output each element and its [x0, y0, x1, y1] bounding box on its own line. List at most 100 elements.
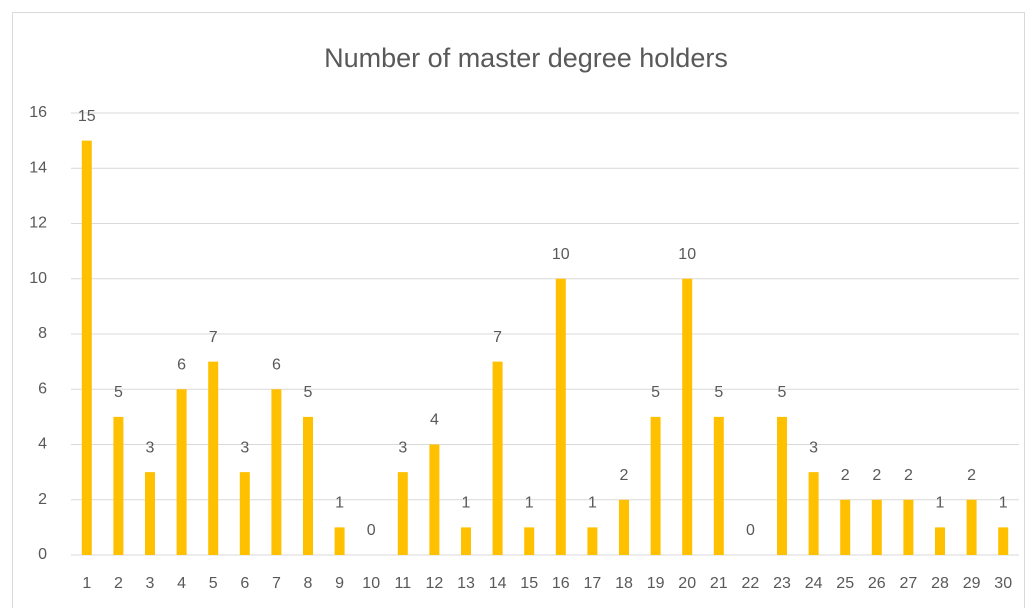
data-label: 7 [493, 329, 502, 346]
data-label: 6 [177, 356, 186, 373]
x-tick-label: 13 [457, 575, 475, 592]
bar [871, 499, 882, 555]
bar [777, 416, 787, 555]
y-tick-label: 2 [38, 491, 47, 508]
data-label: 4 [430, 412, 439, 429]
data-label: 6 [272, 356, 281, 373]
bar [492, 361, 503, 555]
x-tick-label: 11 [394, 575, 411, 592]
bar [303, 416, 313, 555]
bar [935, 527, 945, 555]
x-tick-label: 19 [647, 575, 665, 592]
bar [524, 527, 535, 555]
data-label: 0 [746, 522, 755, 539]
bar [682, 278, 693, 555]
data-label: 2 [872, 467, 881, 484]
y-tick-label: 10 [29, 270, 47, 287]
bar [966, 499, 977, 555]
y-tick-label: 6 [38, 380, 47, 397]
data-label: 1 [588, 495, 597, 512]
bar [239, 472, 250, 555]
bar [713, 416, 724, 555]
data-label: 1 [525, 495, 534, 512]
data-label: 2 [904, 467, 913, 484]
x-tick-label: 29 [963, 575, 981, 592]
x-tick-label: 1 [82, 575, 91, 592]
x-tick-label: 7 [272, 575, 281, 592]
x-tick-label: 12 [426, 575, 444, 592]
x-tick-label: 20 [678, 575, 696, 592]
data-label: 3 [240, 439, 249, 456]
data-label: 7 [209, 329, 218, 346]
x-tick-label: 22 [742, 575, 760, 592]
bar [113, 416, 124, 555]
data-label: 1 [335, 495, 344, 512]
x-tick-label: 16 [552, 575, 570, 592]
x-tick-label: 26 [868, 575, 886, 592]
x-tick-label: 18 [615, 575, 633, 592]
x-tick-label: 4 [177, 575, 186, 592]
bar [334, 527, 345, 555]
x-tick-label: 23 [773, 575, 791, 592]
x-tick-label: 8 [304, 575, 313, 592]
data-label: 1 [936, 495, 945, 512]
data-label: 3 [398, 439, 407, 456]
data-label: 5 [778, 384, 787, 401]
x-tick-label: 10 [362, 575, 380, 592]
data-label: 3 [809, 439, 818, 456]
bar [176, 389, 187, 555]
bar [650, 416, 661, 555]
chart-title: Number of master degree holders [324, 43, 728, 73]
x-tick-label: 15 [520, 575, 538, 592]
bar [81, 140, 92, 555]
x-tick-label: 9 [335, 575, 344, 592]
data-label: 2 [841, 467, 850, 484]
data-label: 1 [462, 495, 471, 512]
bar [619, 499, 629, 555]
x-tick-label: 21 [710, 575, 728, 592]
data-label: 10 [678, 246, 696, 263]
data-label: 10 [552, 246, 570, 263]
x-tick-label: 5 [209, 575, 218, 592]
bar [208, 361, 219, 555]
bar [808, 472, 819, 555]
bar [998, 527, 1009, 555]
data-label: 2 [620, 467, 629, 484]
data-label: 5 [114, 384, 123, 401]
bar [397, 472, 408, 555]
bar [555, 278, 566, 555]
data-label: 5 [651, 384, 660, 401]
data-label: 15 [78, 108, 96, 125]
bar [461, 527, 471, 555]
y-tick-label: 4 [38, 436, 47, 453]
x-tick-label: 30 [994, 575, 1012, 592]
data-label: 0 [367, 522, 376, 539]
x-tick-label: 14 [489, 575, 507, 592]
y-tick-label: 0 [38, 546, 47, 563]
bar [587, 527, 598, 555]
y-tick-label: 14 [29, 159, 47, 176]
x-tick-label: 24 [805, 575, 823, 592]
x-tick-label: 25 [836, 575, 854, 592]
bar [271, 389, 282, 555]
x-tick-label: 28 [931, 575, 949, 592]
x-tick-label: 2 [114, 575, 123, 592]
bar [840, 499, 851, 555]
x-tick-label: 3 [146, 575, 155, 592]
bar [145, 472, 155, 555]
y-tick-label: 12 [29, 215, 47, 232]
data-label: 1 [999, 495, 1008, 512]
data-label: 5 [304, 384, 313, 401]
data-label: 3 [146, 439, 155, 456]
x-tick-label: 6 [240, 575, 249, 592]
x-tick-label: 27 [900, 575, 918, 592]
data-label: 5 [714, 384, 723, 401]
y-tick-label: 8 [38, 325, 47, 342]
bar [429, 444, 440, 555]
data-label: 2 [967, 467, 976, 484]
x-tick-label: 17 [584, 575, 602, 592]
bar [903, 499, 914, 555]
y-tick-label: 16 [29, 104, 47, 121]
